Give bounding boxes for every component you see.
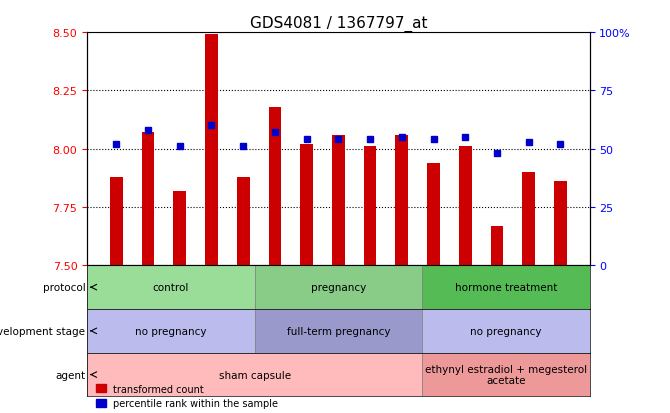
Text: full-term pregnancy: full-term pregnancy: [287, 326, 390, 336]
Bar: [427, 163, 440, 266]
FancyBboxPatch shape: [422, 309, 590, 353]
Text: no pregnancy: no pregnancy: [135, 326, 206, 336]
Bar: [490, 226, 503, 266]
Bar: [141, 133, 154, 266]
Text: agent: agent: [56, 370, 86, 380]
Bar: [364, 147, 377, 266]
Bar: [205, 36, 218, 266]
FancyBboxPatch shape: [87, 309, 255, 353]
Text: ethynyl estradiol + megesterol
acetate: ethynyl estradiol + megesterol acetate: [425, 364, 587, 385]
Text: pregnancy: pregnancy: [311, 282, 366, 292]
FancyBboxPatch shape: [255, 309, 422, 353]
FancyBboxPatch shape: [422, 353, 590, 396]
Bar: [332, 135, 344, 266]
Text: no pregnancy: no pregnancy: [470, 326, 541, 336]
FancyBboxPatch shape: [422, 266, 590, 309]
Bar: [395, 135, 408, 266]
FancyBboxPatch shape: [87, 266, 255, 309]
Bar: [554, 182, 567, 266]
Bar: [300, 145, 313, 266]
Bar: [174, 191, 186, 266]
FancyBboxPatch shape: [87, 353, 422, 396]
FancyBboxPatch shape: [255, 266, 422, 309]
Bar: [237, 177, 249, 266]
Bar: [523, 173, 535, 266]
Bar: [110, 177, 123, 266]
Title: GDS4081 / 1367797_at: GDS4081 / 1367797_at: [250, 16, 427, 32]
Bar: [269, 107, 281, 266]
Bar: [459, 147, 472, 266]
Text: control: control: [153, 282, 189, 292]
Legend: transformed count, percentile rank within the sample: transformed count, percentile rank withi…: [92, 380, 282, 412]
Text: development stage: development stage: [0, 326, 86, 336]
Text: hormone treatment: hormone treatment: [455, 282, 557, 292]
Text: protocol: protocol: [43, 282, 86, 292]
Text: sham capsule: sham capsule: [218, 370, 291, 380]
